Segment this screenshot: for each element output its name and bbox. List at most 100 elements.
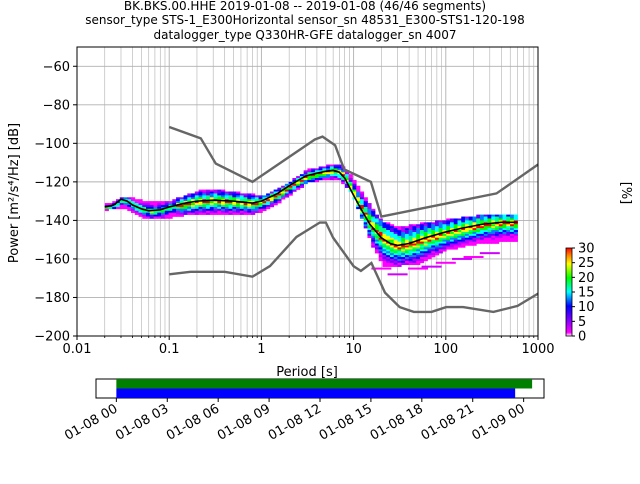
density-cell bbox=[434, 251, 440, 254]
density-cell bbox=[262, 203, 267, 206]
density-cell bbox=[438, 220, 443, 223]
density-cell bbox=[371, 218, 376, 221]
density-cell bbox=[119, 206, 124, 210]
density-cell bbox=[476, 218, 481, 221]
density-cell bbox=[179, 201, 184, 204]
density-cell bbox=[468, 243, 473, 246]
density-cell bbox=[457, 239, 462, 242]
density-cell bbox=[397, 255, 402, 258]
density-cell bbox=[258, 199, 263, 202]
density-cell bbox=[401, 230, 406, 233]
density-cell bbox=[146, 206, 151, 210]
density-cell bbox=[404, 247, 410, 250]
density-cell bbox=[461, 235, 466, 239]
density-cell bbox=[378, 226, 383, 229]
density-cell bbox=[378, 239, 383, 242]
density-cell bbox=[404, 230, 410, 233]
density-cell bbox=[374, 228, 380, 231]
density-cell bbox=[157, 206, 162, 210]
y-tick-label: −60 bbox=[43, 60, 70, 75]
density-cell bbox=[337, 176, 342, 179]
density-cell bbox=[438, 222, 443, 225]
density-cell bbox=[344, 174, 350, 177]
density-cell bbox=[194, 204, 199, 208]
density-cell bbox=[363, 212, 368, 215]
density-cell bbox=[502, 235, 507, 239]
density-cell bbox=[419, 226, 425, 229]
density-cell bbox=[419, 239, 425, 242]
density-cell bbox=[251, 199, 256, 202]
density-cell bbox=[239, 210, 245, 213]
density-cell bbox=[419, 258, 425, 262]
density-cell bbox=[123, 201, 128, 204]
density-cell bbox=[498, 220, 503, 223]
density-cell bbox=[206, 191, 211, 194]
density-cell bbox=[465, 233, 470, 237]
density-cell bbox=[397, 251, 402, 254]
density-cell bbox=[419, 255, 425, 258]
density-cell bbox=[461, 230, 466, 233]
density-cell bbox=[254, 199, 260, 202]
timeline-tick-label: 01-08 21 bbox=[419, 401, 477, 443]
x-tick-label: 1000 bbox=[521, 342, 554, 357]
density-cell bbox=[427, 249, 432, 252]
density-cell bbox=[187, 212, 192, 215]
density-cell bbox=[393, 228, 398, 231]
density-cell bbox=[393, 239, 398, 242]
density-cell bbox=[198, 206, 203, 210]
density-cell bbox=[449, 231, 455, 235]
density-cell bbox=[446, 245, 451, 248]
density-cell bbox=[404, 255, 410, 258]
density-cell bbox=[386, 262, 391, 266]
density-cell bbox=[389, 235, 395, 239]
density-cell bbox=[292, 183, 297, 187]
density-cell bbox=[168, 206, 173, 210]
density-cell bbox=[457, 233, 462, 237]
density-cell bbox=[326, 164, 331, 167]
density-cell bbox=[408, 230, 413, 233]
density-cell bbox=[419, 260, 425, 264]
density-cell bbox=[371, 212, 376, 215]
density-cell bbox=[243, 193, 248, 196]
density-cell bbox=[374, 243, 380, 246]
density-cell bbox=[378, 255, 383, 258]
density-cell bbox=[258, 208, 263, 212]
density-cell bbox=[416, 233, 421, 237]
density-cell bbox=[191, 195, 196, 198]
density-cell bbox=[356, 185, 361, 188]
density-cell bbox=[476, 228, 481, 231]
density-cell bbox=[359, 193, 365, 196]
density-cell bbox=[412, 231, 417, 235]
density-cell bbox=[480, 222, 485, 225]
density-cell bbox=[431, 224, 436, 227]
density-cell bbox=[367, 233, 372, 237]
density-cell bbox=[258, 203, 263, 206]
density-cell bbox=[472, 218, 477, 221]
density-cell bbox=[408, 224, 413, 227]
density-cell bbox=[367, 224, 372, 227]
density-cell bbox=[251, 212, 256, 215]
density-cell bbox=[352, 191, 357, 194]
density-cell bbox=[423, 233, 428, 237]
density-cell bbox=[307, 179, 312, 183]
density-cell bbox=[138, 210, 143, 213]
density-cell bbox=[408, 239, 413, 242]
timeline-tick-label: 01-08 00 bbox=[62, 401, 120, 443]
density-cell bbox=[251, 203, 256, 206]
density-cell bbox=[416, 237, 421, 240]
density-cell bbox=[449, 218, 455, 221]
density-cell bbox=[359, 214, 365, 217]
density-cell bbox=[393, 255, 398, 258]
density-cell bbox=[198, 195, 203, 198]
density-cell bbox=[371, 210, 376, 213]
density-cell bbox=[239, 199, 245, 202]
density-cell bbox=[419, 251, 425, 254]
density-cell bbox=[465, 235, 470, 239]
density-cell bbox=[221, 191, 226, 194]
density-cell bbox=[232, 203, 237, 206]
density-cell bbox=[487, 239, 492, 242]
density-cell bbox=[449, 220, 455, 223]
density-cell bbox=[221, 201, 226, 204]
density-cell bbox=[401, 226, 406, 229]
